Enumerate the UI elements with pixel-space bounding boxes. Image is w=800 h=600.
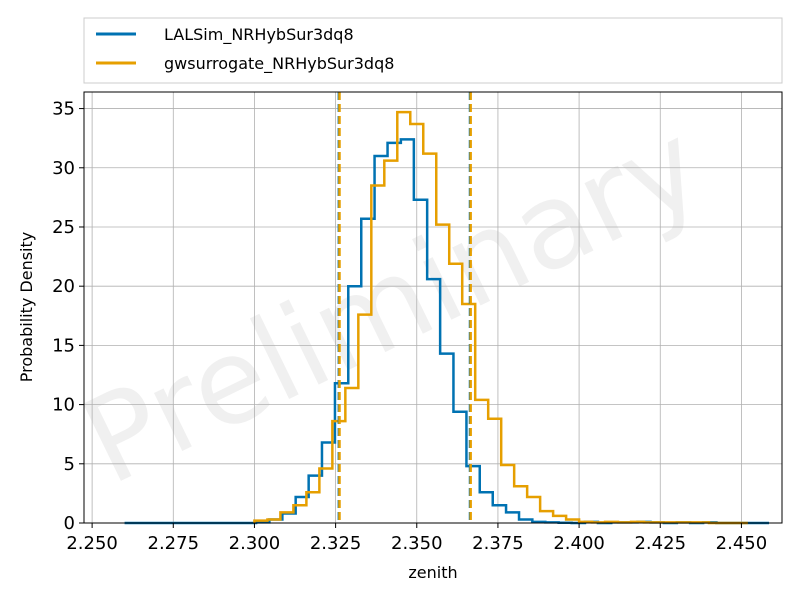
x-tick-label: 2.450 (716, 533, 768, 554)
y-tick-label: 25 (52, 217, 75, 238)
y-axis-ticks: 0 5 10 15 20 25 30 35 (52, 99, 84, 534)
x-tick-label: 2.350 (391, 533, 443, 554)
x-tick-label: 2.425 (634, 533, 686, 554)
y-tick-label: 0 (64, 513, 75, 534)
plot-area-frame (83, 91, 783, 524)
legend-label-gwsurrogate: gwsurrogate_NRHybSur3dq8 (164, 54, 394, 74)
x-tick-label: 2.400 (553, 533, 605, 554)
x-tick-label: 2.275 (148, 533, 200, 554)
x-tick-label: 2.325 (310, 533, 362, 554)
grid-lines (84, 92, 782, 524)
y-tick-label: 20 (52, 276, 75, 297)
y-tick-label: 35 (52, 99, 75, 120)
x-tick-label: 2.300 (229, 533, 281, 554)
legend-label-lalsim: LALSim_NRHybSur3dq8 (164, 25, 354, 45)
y-tick-label: 30 (52, 158, 75, 179)
histogram-step-gwsurrogate (253, 110, 748, 525)
y-tick-label: 15 (52, 335, 75, 356)
legend-box (83, 17, 783, 84)
histogram-series (124, 110, 770, 525)
x-axis-ticks: 2.250 2.275 2.300 2.325 2.350 2.375 2.400 2.425… (66, 523, 767, 554)
y-tick-label: 5 (64, 454, 75, 475)
x-axis-label: zenith (408, 563, 457, 582)
x-tick-label: 2.250 (66, 533, 118, 554)
y-axis-label: Probability Density (17, 232, 36, 383)
x-tick-label: 2.375 (472, 533, 524, 554)
y-tick-label: 10 (52, 395, 75, 416)
legend: LALSim_NRHybSur3dq8 gwsurrogate_NRHybSur… (83, 17, 783, 84)
